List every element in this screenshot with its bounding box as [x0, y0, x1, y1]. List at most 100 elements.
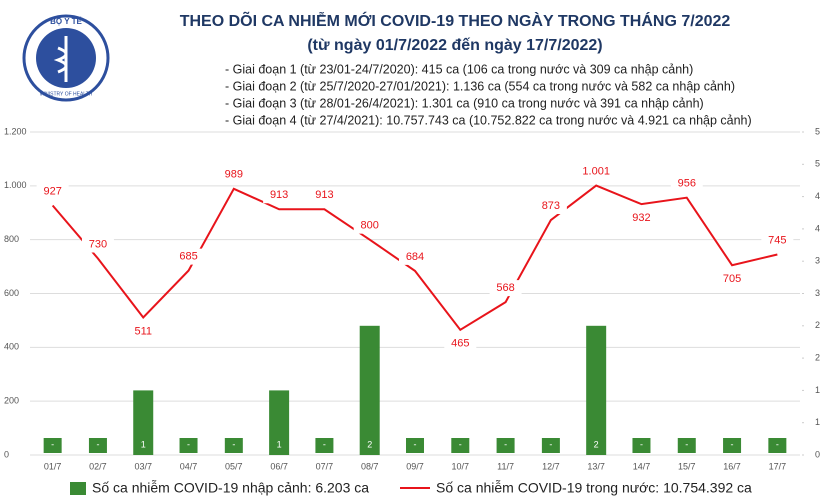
bar-label: - — [731, 439, 734, 449]
line-label: 685 — [179, 251, 197, 263]
label-bg — [625, 210, 658, 227]
bar-label: 1 — [141, 439, 146, 449]
bar-label: - — [187, 439, 190, 449]
label-bg — [489, 280, 522, 297]
line-label: 873 — [542, 200, 560, 212]
y-tick-label: 1.200 — [4, 126, 27, 136]
label-bg — [172, 248, 205, 265]
label-box — [768, 438, 787, 453]
line-label: 730 — [89, 238, 107, 250]
line-label: 913 — [270, 189, 288, 201]
x-tick-label: 13/7 — [587, 461, 605, 471]
logo-bottom: MINISTRY OF HEALTH — [40, 91, 93, 97]
x-tick-label: 01/7 — [44, 461, 62, 471]
y-tick-label: 400 — [4, 342, 19, 352]
label-box — [451, 438, 470, 453]
label-bg — [263, 187, 296, 204]
label-box — [224, 438, 243, 453]
line-label: 913 — [315, 189, 333, 201]
chart-subtitle: (từ ngày 01/7/2022 đến ngày 17/7/2022) — [307, 37, 602, 54]
x-tick-label: 07/7 — [316, 461, 334, 471]
annotation: - Giai đoạn 2 (từ 25/7/2020-27/01/2021):… — [225, 79, 735, 93]
label-bg — [217, 166, 250, 183]
bar — [133, 390, 154, 455]
bar-label: - — [685, 439, 688, 449]
y2-tick-label: 3 — [815, 256, 820, 266]
label-bg — [534, 198, 567, 215]
bar — [359, 325, 380, 455]
legend-label: Số ca nhiễm COVID-19 nhập cảnh: 6.203 ca — [92, 480, 369, 496]
bar — [586, 325, 607, 455]
annotation: - Giai đoạn 4 (từ 27/4/2021): 10.757.743… — [225, 113, 752, 127]
line-label: 989 — [225, 169, 243, 181]
label-box — [406, 438, 424, 453]
bar-label: - — [640, 439, 643, 449]
label-box — [632, 438, 651, 453]
x-tick-label: 17/7 — [769, 461, 787, 471]
bar-label: - — [414, 439, 417, 449]
bar-label: - — [504, 439, 507, 449]
bar-label: - — [549, 439, 552, 449]
label-box — [88, 438, 107, 453]
line-label: 800 — [361, 220, 379, 232]
annotation: - Giai đoạn 1 (từ 23/01-24/7/2020): 415 … — [225, 62, 693, 76]
x-tick-label: 03/7 — [134, 461, 152, 471]
logo: BỘ Y TẾ MINISTRY OF HEALTH — [22, 14, 110, 102]
line-label: 932 — [632, 212, 650, 224]
y-tick-label: 1.000 — [4, 180, 27, 190]
y-tick-label: 600 — [4, 288, 19, 298]
line-label: 927 — [43, 185, 61, 197]
label-bg — [81, 236, 114, 253]
x-tick-label: 05/7 — [225, 461, 243, 471]
y-tick-label: 0 — [4, 449, 9, 459]
bar-label: - — [323, 439, 326, 449]
y2-tick-label: 1 — [815, 417, 820, 427]
x-tick-label: 06/7 — [270, 461, 288, 471]
y2-tick-label: 0 — [815, 449, 820, 459]
y2-tick-label: 2 — [815, 352, 820, 362]
y2-tick-label: 4 — [815, 191, 820, 201]
line-label: 745 — [768, 234, 786, 246]
line-label: 1.001 — [582, 165, 610, 177]
bar-label: - — [459, 439, 462, 449]
bar-label: 2 — [594, 439, 599, 449]
label-bg — [308, 187, 341, 204]
label-box — [43, 438, 62, 453]
label-box — [541, 438, 560, 453]
logo-symbol — [53, 36, 68, 82]
x-tick-label: 04/7 — [180, 461, 198, 471]
x-tick-label: 02/7 — [89, 461, 107, 471]
bar — [269, 390, 290, 455]
bar-label: - — [96, 439, 99, 449]
y-tick-label: 800 — [4, 234, 19, 244]
y2-tick-label: 2 — [815, 320, 820, 330]
bar-label: 2 — [367, 439, 372, 449]
x-tick-label: 15/7 — [678, 461, 696, 471]
label-bg — [716, 271, 749, 288]
line-label: 956 — [678, 178, 696, 190]
line-label: 511 — [134, 325, 152, 337]
legend-label: Số ca nhiễm COVID-19 trong nước: 10.754.… — [436, 480, 752, 496]
label-box — [723, 438, 742, 453]
x-tick-label: 10/7 — [452, 461, 470, 471]
bar-label: - — [51, 439, 54, 449]
chart-title: THEO DÕI CA NHIỄM MỚI COVID-19 THEO NGÀY… — [180, 10, 731, 30]
x-tick-label: 09/7 — [406, 461, 424, 471]
line-label: 705 — [723, 273, 741, 285]
line-label: 568 — [496, 282, 514, 294]
label-bg — [444, 335, 477, 352]
y2-tick-label: 5 — [815, 126, 820, 136]
legend-swatch — [70, 482, 86, 495]
bar-label: - — [776, 439, 779, 449]
label-bg — [36, 183, 69, 200]
y-tick-label: 200 — [4, 396, 19, 406]
y2-tick-label: 5 — [815, 159, 820, 169]
label-box — [677, 438, 696, 453]
y2-tick-label: 1 — [815, 385, 820, 395]
bar-label: - — [232, 439, 235, 449]
label-bg — [670, 175, 703, 192]
line-label: 465 — [451, 338, 469, 350]
y2-tick-label: 4 — [815, 223, 820, 233]
label-box — [496, 438, 515, 453]
